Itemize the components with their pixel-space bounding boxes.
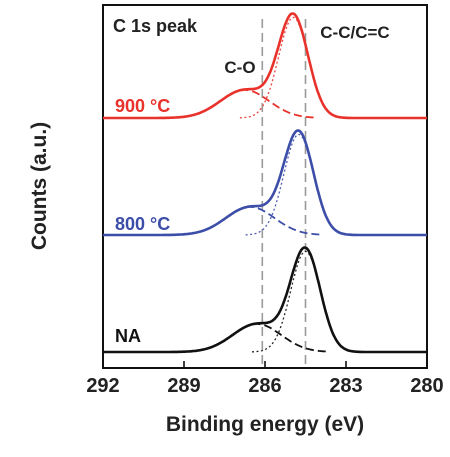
series-label-800: 800 °C [115,214,170,234]
series-group [103,12,427,354]
ref-label-cc: C-C/C=C [320,23,389,42]
plot-frame [102,4,428,369]
envelope-0 [103,12,427,120]
series-1 [103,129,427,237]
x-tick-label-2: 286 [248,375,281,397]
series-0 [103,12,427,120]
x-tick-label-4: 280 [410,375,443,397]
x-tick-label-3: 283 [329,375,362,397]
x-tick-label-0: 292 [86,375,119,397]
series-2 [103,246,427,354]
ref-label-co: C-O [224,58,255,77]
x-axis-label: Binding energy (eV) [166,413,364,436]
y-axis-label: Counts (a.u.) [28,122,51,250]
x-tick-label-1: 289 [167,375,200,397]
x-ticks: 292 289 286 283 280 [86,361,444,397]
chart-title: C 1s peak [113,16,198,36]
envelope-1 [103,129,427,237]
series-label-900: 900 °C [115,96,170,116]
reference-lines [261,19,307,368]
envelope-2 [103,246,427,354]
series-label-na: NA [115,326,141,346]
